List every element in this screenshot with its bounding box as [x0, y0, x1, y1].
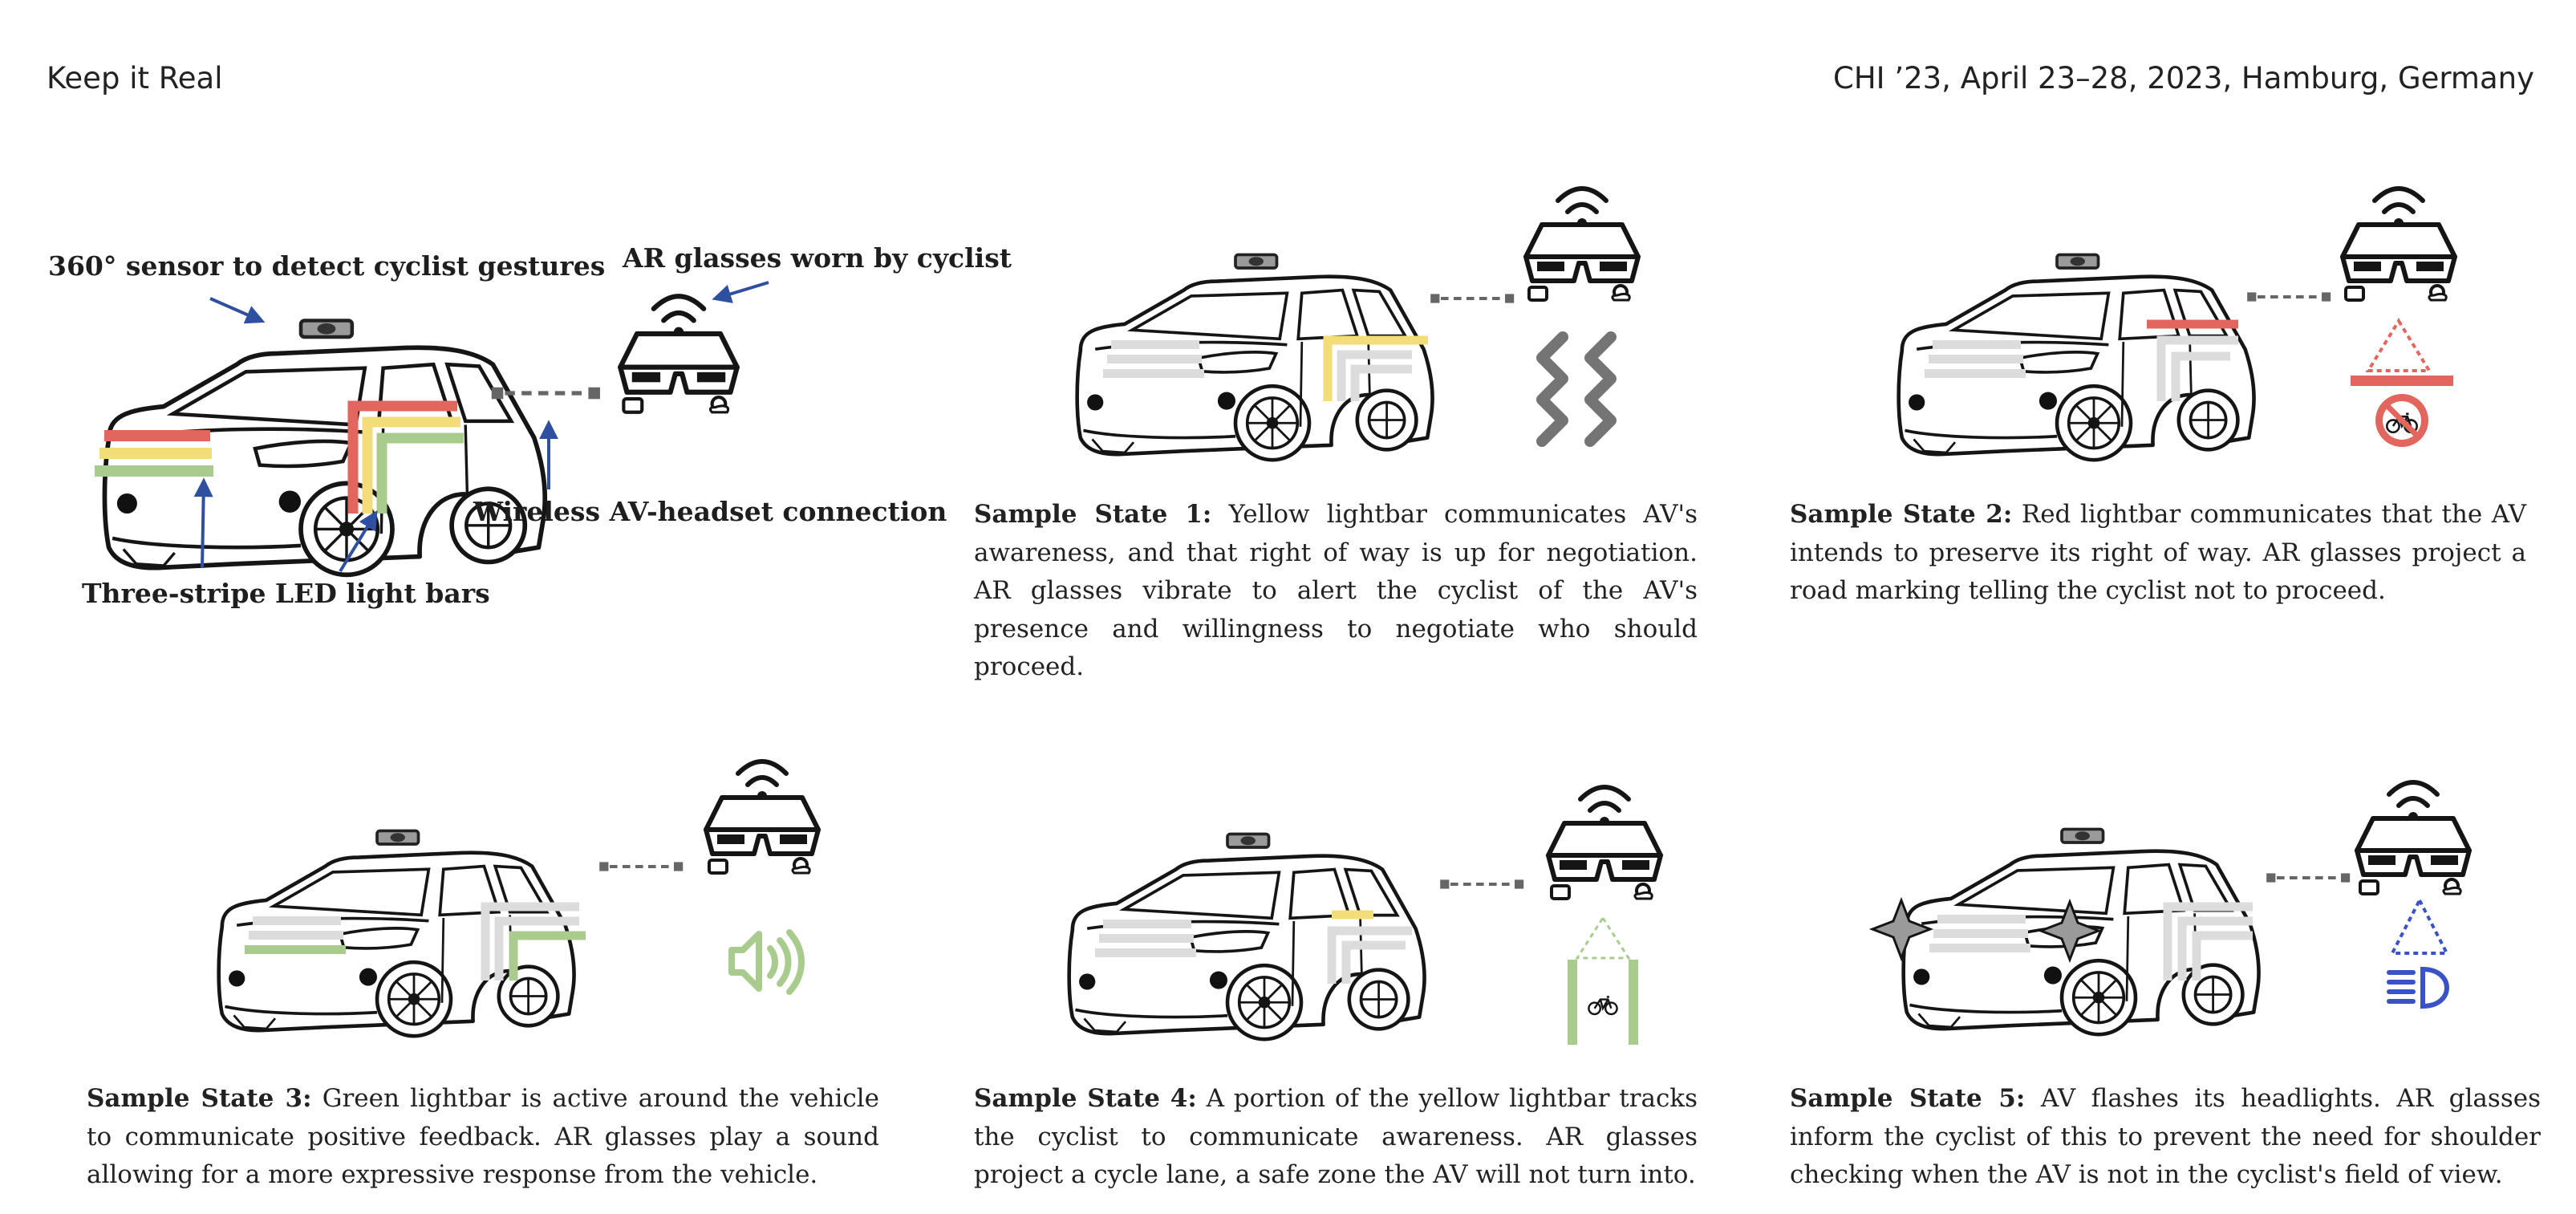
side-light-bars	[1323, 335, 1428, 401]
state-5-caption: Sample State 5: AV flashes its headlight…	[1790, 1080, 2541, 1195]
warning-triangle-icon	[2365, 318, 2432, 372]
connection-link	[1440, 879, 1523, 888]
state-2-caption: Sample State 2: Red lightbar communicate…	[1790, 496, 2526, 611]
flash-star-icon	[1868, 896, 1934, 962]
ar-glasses-icon	[1526, 189, 1638, 300]
state-text: AV flashes its headlights. AR glasses in…	[1790, 1084, 2541, 1189]
side-light-bars	[1327, 910, 1412, 984]
front-light-bars	[245, 916, 346, 954]
state-5-illustration	[1868, 782, 2469, 1034]
state-3-caption: Sample State 3: Green lightbar is active…	[87, 1080, 879, 1195]
inactive-light-bars	[1103, 340, 1204, 378]
front-light-bars	[95, 430, 213, 477]
ar-glasses-icon	[2357, 782, 2469, 894]
side-light-bars	[347, 400, 464, 514]
flash-star-icon	[2037, 898, 2103, 964]
state-title: Sample State 3:	[87, 1084, 312, 1113]
stop-line	[2351, 376, 2453, 386]
front-bar-arrow	[193, 477, 213, 569]
side-light-bars	[481, 902, 586, 981]
glasses-label: AR glasses worn by cyclist	[623, 242, 1012, 274]
running-head-left: Keep it Real	[47, 61, 223, 95]
car-icon	[72, 320, 545, 575]
ar-glasses-icon	[706, 761, 818, 873]
state-4-caption: Sample State 4: A portion of the yellow …	[974, 1080, 1698, 1195]
connection-label: Wireless AV-headset connection	[473, 496, 947, 527]
state-1-illustration	[1051, 189, 1638, 460]
glasses-arrow	[712, 281, 769, 303]
connection-link	[599, 862, 683, 871]
cycle-lane-icon	[1568, 916, 1638, 1045]
state-title: Sample State 2:	[1790, 500, 2013, 529]
state-4-illustration	[1043, 787, 1661, 1045]
lightbar-label: Three-stripe LED light bars	[82, 578, 490, 609]
front-light-bars	[1095, 920, 1196, 957]
overview-illustration	[72, 281, 769, 575]
state-text: Green lightbar is active around the vehi…	[87, 1084, 880, 1189]
side-light-bars	[2147, 319, 2238, 401]
side-bar-arrow	[339, 510, 378, 573]
sensor-label: 360° sensor to detect cyclist gestures	[48, 250, 606, 282]
speaker-icon	[728, 929, 805, 995]
running-head-right: CHI ’23, April 23–28, 2023, Hamburg, Ger…	[1833, 61, 2534, 95]
ar-glasses-icon	[620, 296, 737, 412]
front-light-bars	[1929, 915, 2030, 952]
state-3-illustration	[193, 761, 818, 1036]
sensor-arrow	[209, 297, 266, 324]
state-2-illustration	[1872, 189, 2455, 460]
state-title: Sample State 1:	[974, 500, 1212, 529]
headlight-icon	[2387, 966, 2449, 1009]
warning-triangle-icon	[2389, 896, 2450, 955]
connection-link	[1430, 294, 1514, 302]
state-title: Sample State 4:	[974, 1084, 1197, 1113]
state-title: Sample State 5:	[1790, 1084, 2026, 1113]
side-light-bars	[2163, 902, 2253, 981]
inactive-light-bars	[1925, 340, 2026, 378]
ar-glasses-icon	[1548, 787, 1661, 899]
state-1-caption: Sample State 1: Yellow lightbar communic…	[974, 496, 1698, 687]
vibration-icon	[1536, 331, 1617, 447]
state-text: Yellow lightbar communicates AV's awaren…	[974, 500, 1698, 681]
state-text: Red lightbar communicates that the AV in…	[1790, 500, 2526, 605]
bicycle-icon	[1588, 996, 1618, 1016]
ar-glasses-icon	[2343, 189, 2455, 300]
connection-link	[2247, 292, 2331, 301]
state-text: A portion of the yellow lightbar tracks …	[974, 1084, 1698, 1189]
no-bicycle-icon	[2375, 394, 2428, 447]
connection-link	[2266, 873, 2350, 882]
